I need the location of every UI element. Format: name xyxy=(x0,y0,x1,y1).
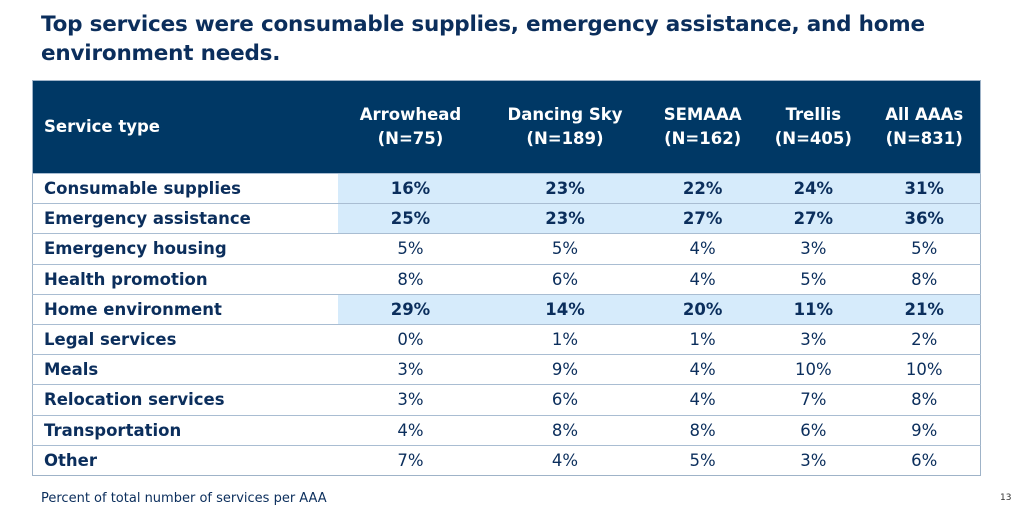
column-name: All AAAs xyxy=(885,105,964,124)
cell-value: 0% xyxy=(338,323,483,355)
cell-value: 4% xyxy=(647,384,759,415)
column-name: Arrowhead xyxy=(359,105,462,124)
cell-value: 24% xyxy=(758,172,869,204)
cell-value: 3% xyxy=(758,323,869,355)
services-table: Service type Arrowhead (N=75) Dancing Sky (… xyxy=(32,80,981,476)
table-row: Meals 3% 9% 4% 10% 10% xyxy=(32,354,981,385)
table-row: Emergency housing 5% 5% 4% 3% 5% xyxy=(32,233,981,265)
cell-value: 3% xyxy=(758,233,869,265)
row-label: Transportation xyxy=(32,414,338,446)
cell-value: 25% xyxy=(338,203,483,234)
cell-value: 4% xyxy=(647,233,759,265)
cell-value: 5% xyxy=(758,263,869,295)
table-row: Emergency assistance 25% 23% 27% 27% 36% xyxy=(32,203,981,234)
slide-title: Top services were consumable supplies, e… xyxy=(41,12,925,66)
cell-value: 3% xyxy=(758,444,869,476)
cell-value: 8% xyxy=(868,384,981,415)
cell-value: 23% xyxy=(482,203,648,234)
row-label: Emergency housing xyxy=(32,233,338,265)
cell-value: 20% xyxy=(647,293,759,325)
column-name: SEMAAA xyxy=(663,105,742,124)
cell-value: 14% xyxy=(482,293,648,325)
cell-value: 6% xyxy=(482,384,648,415)
cell-value: 5% xyxy=(647,444,759,476)
table-row: Health promotion 8% 6% 4% 5% 8% xyxy=(32,263,981,295)
cell-value: 27% xyxy=(758,203,869,234)
row-label: Relocation services xyxy=(32,384,338,415)
page-number: 13 xyxy=(1000,493,1012,503)
header-service-type: Service type xyxy=(32,80,338,174)
cell-value: 5% xyxy=(338,233,483,265)
header-semaaa: SEMAAA (N=162) xyxy=(647,80,759,174)
cell-value: 6% xyxy=(758,414,869,446)
cell-value: 1% xyxy=(647,323,759,355)
column-n: (N=162) xyxy=(664,129,742,148)
header-arrowhead: Arrowhead (N=75) xyxy=(338,80,483,174)
cell-value: 23% xyxy=(482,172,648,204)
cell-value: 16% xyxy=(338,172,483,204)
cell-value: 3% xyxy=(338,384,483,415)
table-row: Transportation 4% 8% 8% 6% 9% xyxy=(32,414,981,446)
cell-value: 1% xyxy=(482,323,648,355)
cell-value: 4% xyxy=(482,444,648,476)
row-label: Home environment xyxy=(32,293,338,325)
cell-value: 21% xyxy=(868,293,981,325)
table-row: Other 7% 4% 5% 3% 6% xyxy=(32,444,981,476)
cell-value: 27% xyxy=(647,203,759,234)
cell-value: 10% xyxy=(758,354,869,385)
row-label: Health promotion xyxy=(32,263,338,295)
cell-value: 8% xyxy=(482,414,648,446)
column-n: (N=405) xyxy=(774,129,852,148)
cell-value: 7% xyxy=(338,444,483,476)
cell-value: 31% xyxy=(868,172,981,204)
cell-value: 6% xyxy=(868,444,981,476)
cell-value: 36% xyxy=(868,203,981,234)
row-label: Meals xyxy=(32,354,338,385)
header-trellis: Trellis (N=405) xyxy=(758,80,869,174)
cell-value: 5% xyxy=(868,233,981,265)
column-n: (N=189) xyxy=(526,129,604,148)
cell-value: 22% xyxy=(647,172,759,204)
cell-value: 11% xyxy=(758,293,869,325)
table-row: Legal services 0% 1% 1% 3% 2% xyxy=(32,323,981,355)
table-header-row: Service type Arrowhead (N=75) Dancing Sky (… xyxy=(32,80,981,174)
header-all-aaas: All AAAs (N=831) xyxy=(868,80,981,174)
row-label: Emergency assistance xyxy=(32,203,338,234)
column-n: (N=831) xyxy=(885,129,963,148)
cell-value: 3% xyxy=(338,354,483,385)
column-name: Dancing Sky xyxy=(507,105,623,124)
row-label: Consumable supplies xyxy=(32,172,338,204)
table-row: Consumable supplies 16% 23% 22% 24% 31% xyxy=(32,172,981,204)
cell-value: 4% xyxy=(647,354,759,385)
footnote: Percent of total number of services per … xyxy=(41,491,327,506)
cell-value: 2% xyxy=(868,323,981,355)
cell-value: 6% xyxy=(482,263,648,295)
cell-value: 4% xyxy=(338,414,483,446)
cell-value: 8% xyxy=(868,263,981,295)
cell-value: 29% xyxy=(338,293,483,325)
row-label: Other xyxy=(32,444,338,476)
cell-value: 8% xyxy=(647,414,759,446)
table-row: Home environment 29% 14% 20% 11% 21% xyxy=(32,293,981,325)
header-dancing-sky: Dancing Sky (N=189) xyxy=(482,80,648,174)
column-name: Trellis xyxy=(785,105,842,124)
cell-value: 8% xyxy=(338,263,483,295)
cell-value: 9% xyxy=(482,354,648,385)
cell-value: 5% xyxy=(482,233,648,265)
cell-value: 4% xyxy=(647,263,759,295)
table-row: Relocation services 3% 6% 4% 7% 8% xyxy=(32,384,981,415)
cell-value: 7% xyxy=(758,384,869,415)
row-label: Legal services xyxy=(32,323,338,355)
cell-value: 9% xyxy=(868,414,981,446)
cell-value: 10% xyxy=(868,354,981,385)
column-n: (N=75) xyxy=(377,129,444,148)
